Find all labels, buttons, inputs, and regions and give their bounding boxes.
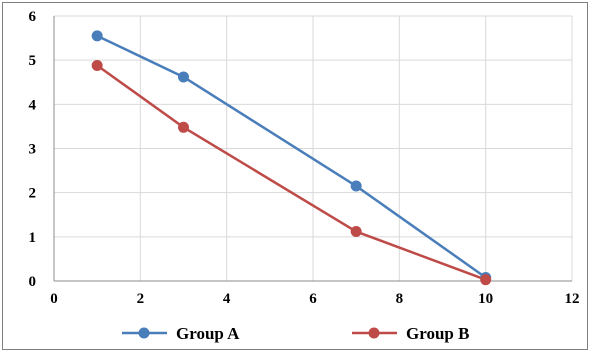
series-line-group-b (95, 64, 487, 281)
x-tick-label: 12 (565, 291, 580, 307)
legend-label-group-b: Group B (406, 324, 469, 343)
y-tick-label: 3 (29, 142, 37, 158)
data-point (480, 274, 492, 286)
y-tick-label: 6 (29, 9, 37, 25)
data-point (350, 226, 362, 238)
data-point (178, 121, 189, 133)
legend-label-group-a: Group A (176, 324, 240, 343)
data-point (91, 30, 103, 42)
x-tick-label: 4 (223, 291, 231, 307)
y-tick-label: 0 (29, 274, 37, 290)
x-tick-label: 0 (50, 291, 58, 307)
data-point (91, 59, 103, 71)
grid-lines (54, 15, 573, 281)
y-axis-tick-labels: 0 1 2 3 4 5 6 (29, 9, 37, 290)
y-tick-label: 4 (29, 97, 37, 113)
legend-marker-group-a (138, 327, 150, 339)
series-lines (95, 34, 487, 281)
data-point (350, 180, 362, 192)
legend: Group A Group B (122, 324, 469, 343)
x-axis-tick-labels: 0 2 4 6 8 10 12 (50, 291, 579, 307)
series-line-group-a (95, 34, 487, 279)
x-tick-label: 2 (137, 291, 145, 307)
data-point (178, 71, 189, 83)
series-markers (91, 30, 492, 286)
y-tick-label: 1 (29, 230, 37, 246)
x-tick-label: 10 (478, 291, 493, 307)
x-tick-label: 8 (396, 291, 404, 307)
y-tick-label: 2 (29, 186, 37, 202)
y-tick-label: 5 (29, 53, 37, 69)
x-tick-label: 6 (309, 291, 317, 307)
legend-marker-group-b (368, 327, 380, 339)
